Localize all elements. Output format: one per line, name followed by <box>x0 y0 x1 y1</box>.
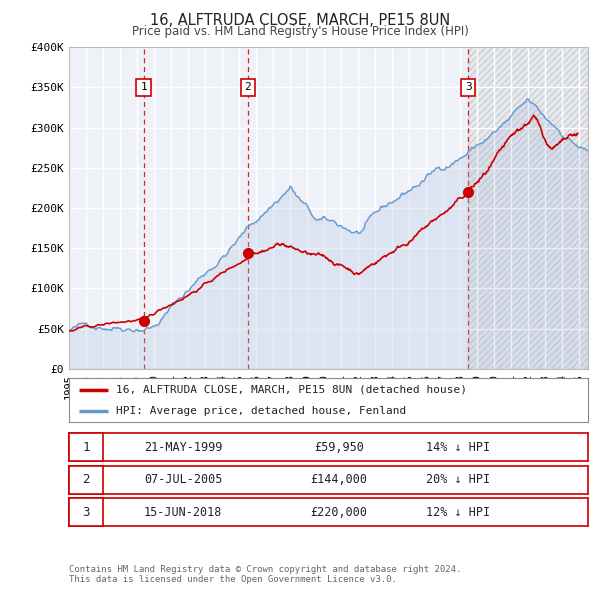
Bar <box>468 47 588 369</box>
Text: 16, ALFTRUDA CLOSE, MARCH, PE15 8UN (detached house): 16, ALFTRUDA CLOSE, MARCH, PE15 8UN (det… <box>116 385 467 395</box>
Text: 2: 2 <box>82 473 89 486</box>
Bar <box>468 47 588 369</box>
Text: 07-JUL-2005: 07-JUL-2005 <box>144 473 223 486</box>
Text: 12% ↓ HPI: 12% ↓ HPI <box>426 506 490 519</box>
Text: 3: 3 <box>82 506 89 519</box>
Text: Price paid vs. HM Land Registry's House Price Index (HPI): Price paid vs. HM Land Registry's House … <box>131 25 469 38</box>
Text: 2: 2 <box>245 83 251 93</box>
Text: £220,000: £220,000 <box>310 506 367 519</box>
Text: Contains HM Land Registry data © Crown copyright and database right 2024.
This d: Contains HM Land Registry data © Crown c… <box>69 565 461 584</box>
Text: 1: 1 <box>140 83 147 93</box>
Text: 3: 3 <box>465 83 472 93</box>
Text: 15-JUN-2018: 15-JUN-2018 <box>144 506 223 519</box>
Text: 21-MAY-1999: 21-MAY-1999 <box>144 441 223 454</box>
Text: 14% ↓ HPI: 14% ↓ HPI <box>426 441 490 454</box>
Text: 20% ↓ HPI: 20% ↓ HPI <box>426 473 490 486</box>
Text: 16, ALFTRUDA CLOSE, MARCH, PE15 8UN: 16, ALFTRUDA CLOSE, MARCH, PE15 8UN <box>150 13 450 28</box>
Text: £59,950: £59,950 <box>314 441 364 454</box>
Text: 1: 1 <box>82 441 89 454</box>
Text: £144,000: £144,000 <box>310 473 367 486</box>
Text: HPI: Average price, detached house, Fenland: HPI: Average price, detached house, Fenl… <box>116 406 406 416</box>
